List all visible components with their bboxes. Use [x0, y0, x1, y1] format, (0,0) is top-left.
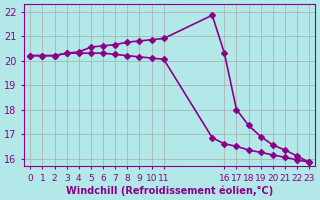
X-axis label: Windchill (Refroidissement éolien,°C): Windchill (Refroidissement éolien,°C) [66, 185, 273, 196]
